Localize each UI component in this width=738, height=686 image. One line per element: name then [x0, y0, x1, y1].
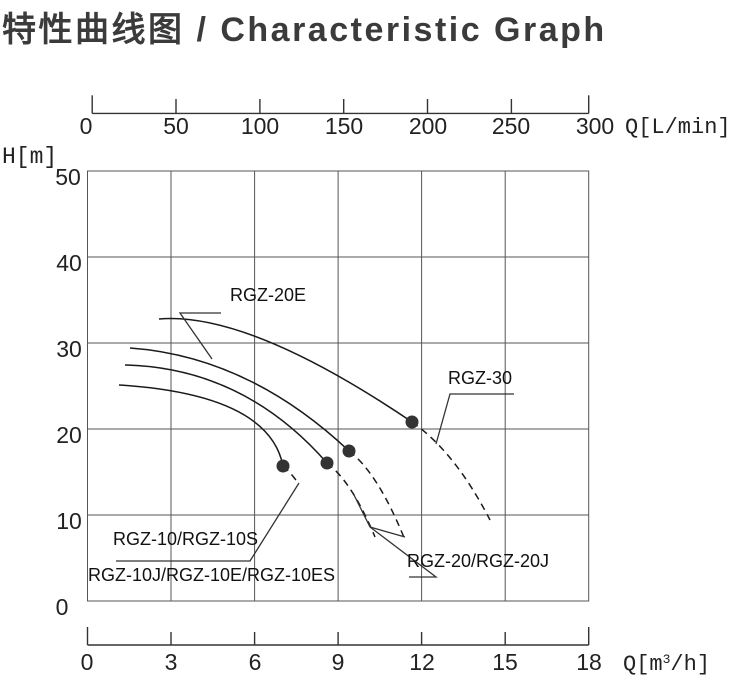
svg-text:300: 300 — [576, 113, 614, 139]
svg-text:Q[L/min]: Q[L/min] — [625, 115, 731, 140]
svg-text:150: 150 — [325, 113, 363, 139]
svg-text:Q[m3/h]: Q[m3/h] — [623, 652, 710, 677]
svg-text:10: 10 — [56, 508, 82, 534]
svg-text:H[m]: H[m] — [2, 144, 57, 170]
svg-text:250: 250 — [492, 113, 530, 139]
svg-text:18: 18 — [576, 649, 602, 675]
svg-text:3: 3 — [165, 649, 178, 675]
svg-text:30: 30 — [56, 336, 82, 362]
svg-text:RGZ-30: RGZ-30 — [448, 368, 512, 388]
svg-text:RGZ-10J/RGZ-10E/RGZ-10ES: RGZ-10J/RGZ-10E/RGZ-10ES — [88, 565, 335, 585]
svg-text:RGZ-10/RGZ-10S: RGZ-10/RGZ-10S — [113, 529, 258, 549]
svg-text:0: 0 — [81, 649, 94, 675]
svg-text:6: 6 — [249, 649, 262, 675]
svg-text:40: 40 — [56, 250, 82, 276]
svg-text:50: 50 — [163, 113, 189, 139]
svg-text:RGZ-20/RGZ-20J: RGZ-20/RGZ-20J — [407, 551, 549, 571]
svg-text:9: 9 — [332, 649, 345, 675]
svg-text:200: 200 — [409, 113, 447, 139]
svg-text:12: 12 — [409, 649, 435, 675]
svg-text:50: 50 — [55, 164, 81, 190]
svg-text:15: 15 — [492, 649, 518, 675]
svg-text:20: 20 — [56, 422, 82, 448]
svg-text:0: 0 — [80, 113, 93, 139]
svg-text:100: 100 — [241, 113, 279, 139]
svg-text:0: 0 — [56, 594, 69, 620]
svg-text:RGZ-20E: RGZ-20E — [230, 285, 306, 305]
